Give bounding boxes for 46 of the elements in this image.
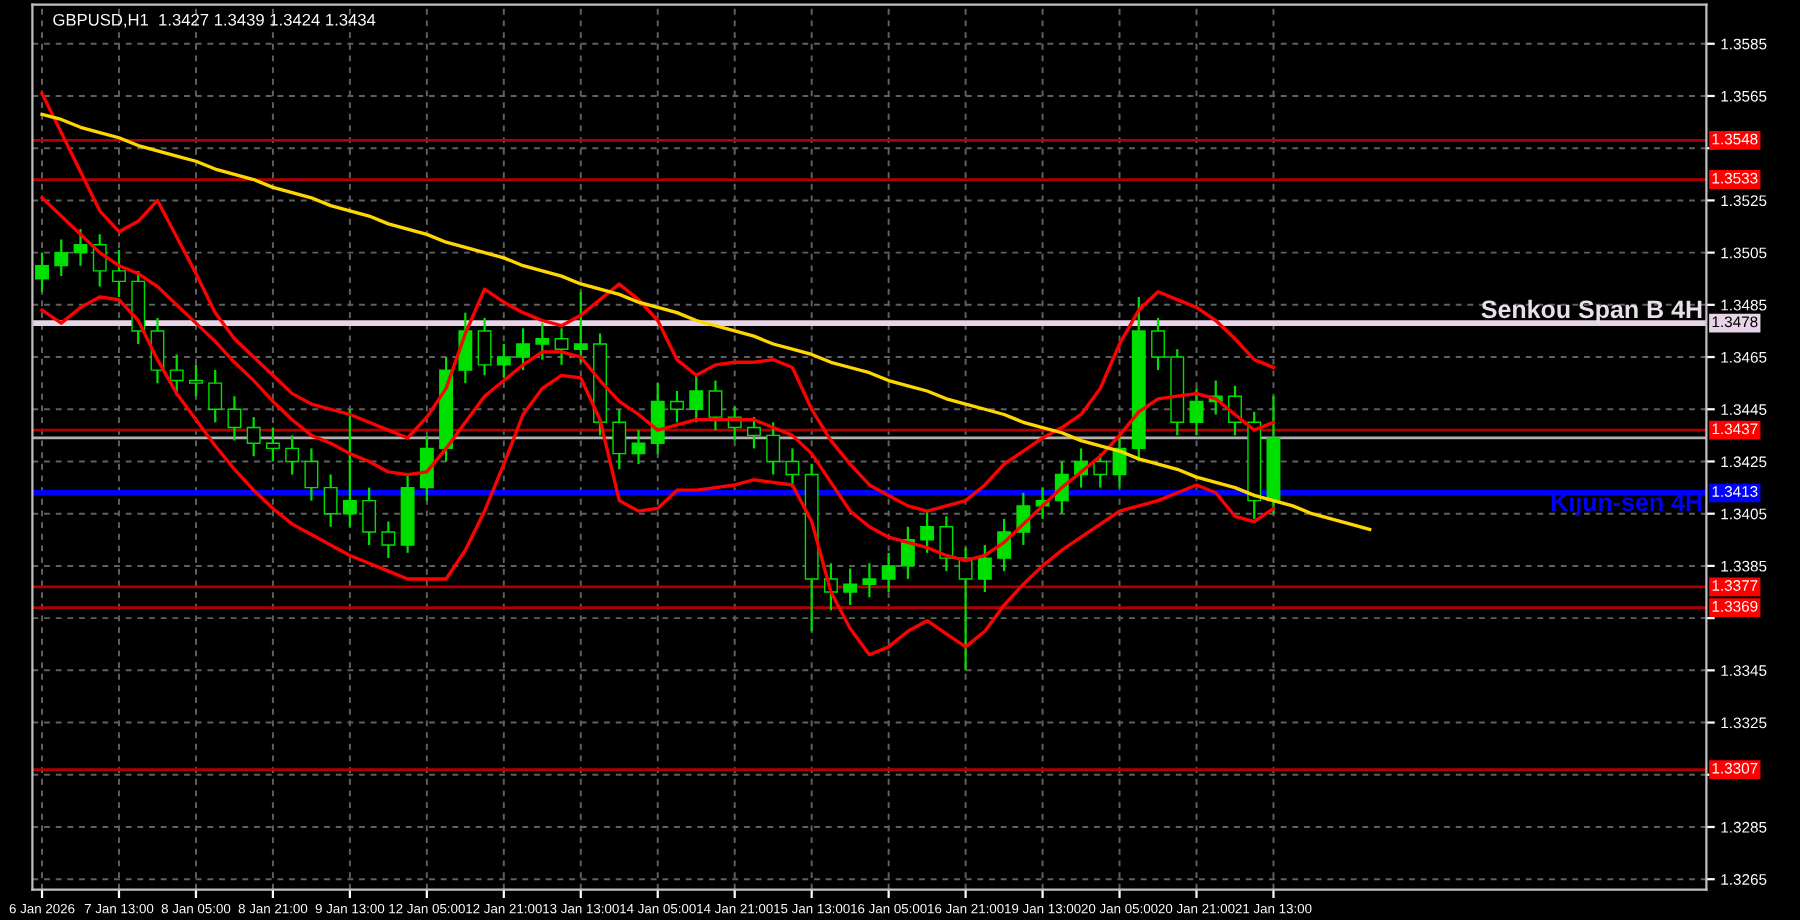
candlestick (785, 447, 800, 489)
line-series (40, 112, 1372, 532)
candlestick (381, 520, 396, 560)
candlestick (227, 395, 242, 442)
chart-title: GBPUSD,H1 1.3427 1.3439 1.3424 1.3434 (53, 13, 376, 28)
candlestick (496, 342, 511, 380)
candlestick (689, 374, 704, 424)
candlestick (1189, 387, 1204, 437)
candlestick (304, 447, 319, 502)
line-series (40, 91, 1276, 513)
candlestick (323, 473, 338, 528)
candlestick (73, 228, 88, 267)
candlestick (535, 322, 550, 361)
candlestick (670, 389, 684, 424)
candlestick (977, 543, 992, 594)
line-series (40, 295, 1276, 657)
candlestick (208, 368, 223, 424)
candlestick (920, 509, 935, 554)
candlestick (843, 567, 858, 607)
candlestick (939, 515, 954, 573)
candlestick (881, 551, 896, 594)
candlestick (1093, 452, 1108, 489)
candlestick (766, 421, 781, 476)
candlestick (650, 382, 665, 455)
candlestick (342, 408, 357, 528)
candlestick (747, 415, 761, 450)
candlestick (554, 327, 569, 366)
candlestick (54, 238, 69, 278)
candlestick (612, 408, 627, 471)
candlestick (477, 316, 492, 377)
candlestick (708, 379, 723, 432)
candlestick (1151, 316, 1165, 372)
candlestick (265, 426, 280, 463)
candlestick (900, 525, 915, 581)
candlestick (362, 486, 377, 547)
annotation: Kijun-sen 4H (1551, 492, 1702, 517)
candlestick (862, 562, 877, 599)
candlestick (285, 434, 300, 476)
candlestick (189, 363, 203, 398)
candlestick (573, 290, 588, 364)
candlestick (516, 327, 531, 372)
candlestick (35, 251, 49, 293)
candlestick (246, 415, 261, 458)
annotation: Senkou Span B 4H (1481, 299, 1702, 324)
candlestick (169, 353, 184, 398)
candlestick (112, 248, 126, 299)
